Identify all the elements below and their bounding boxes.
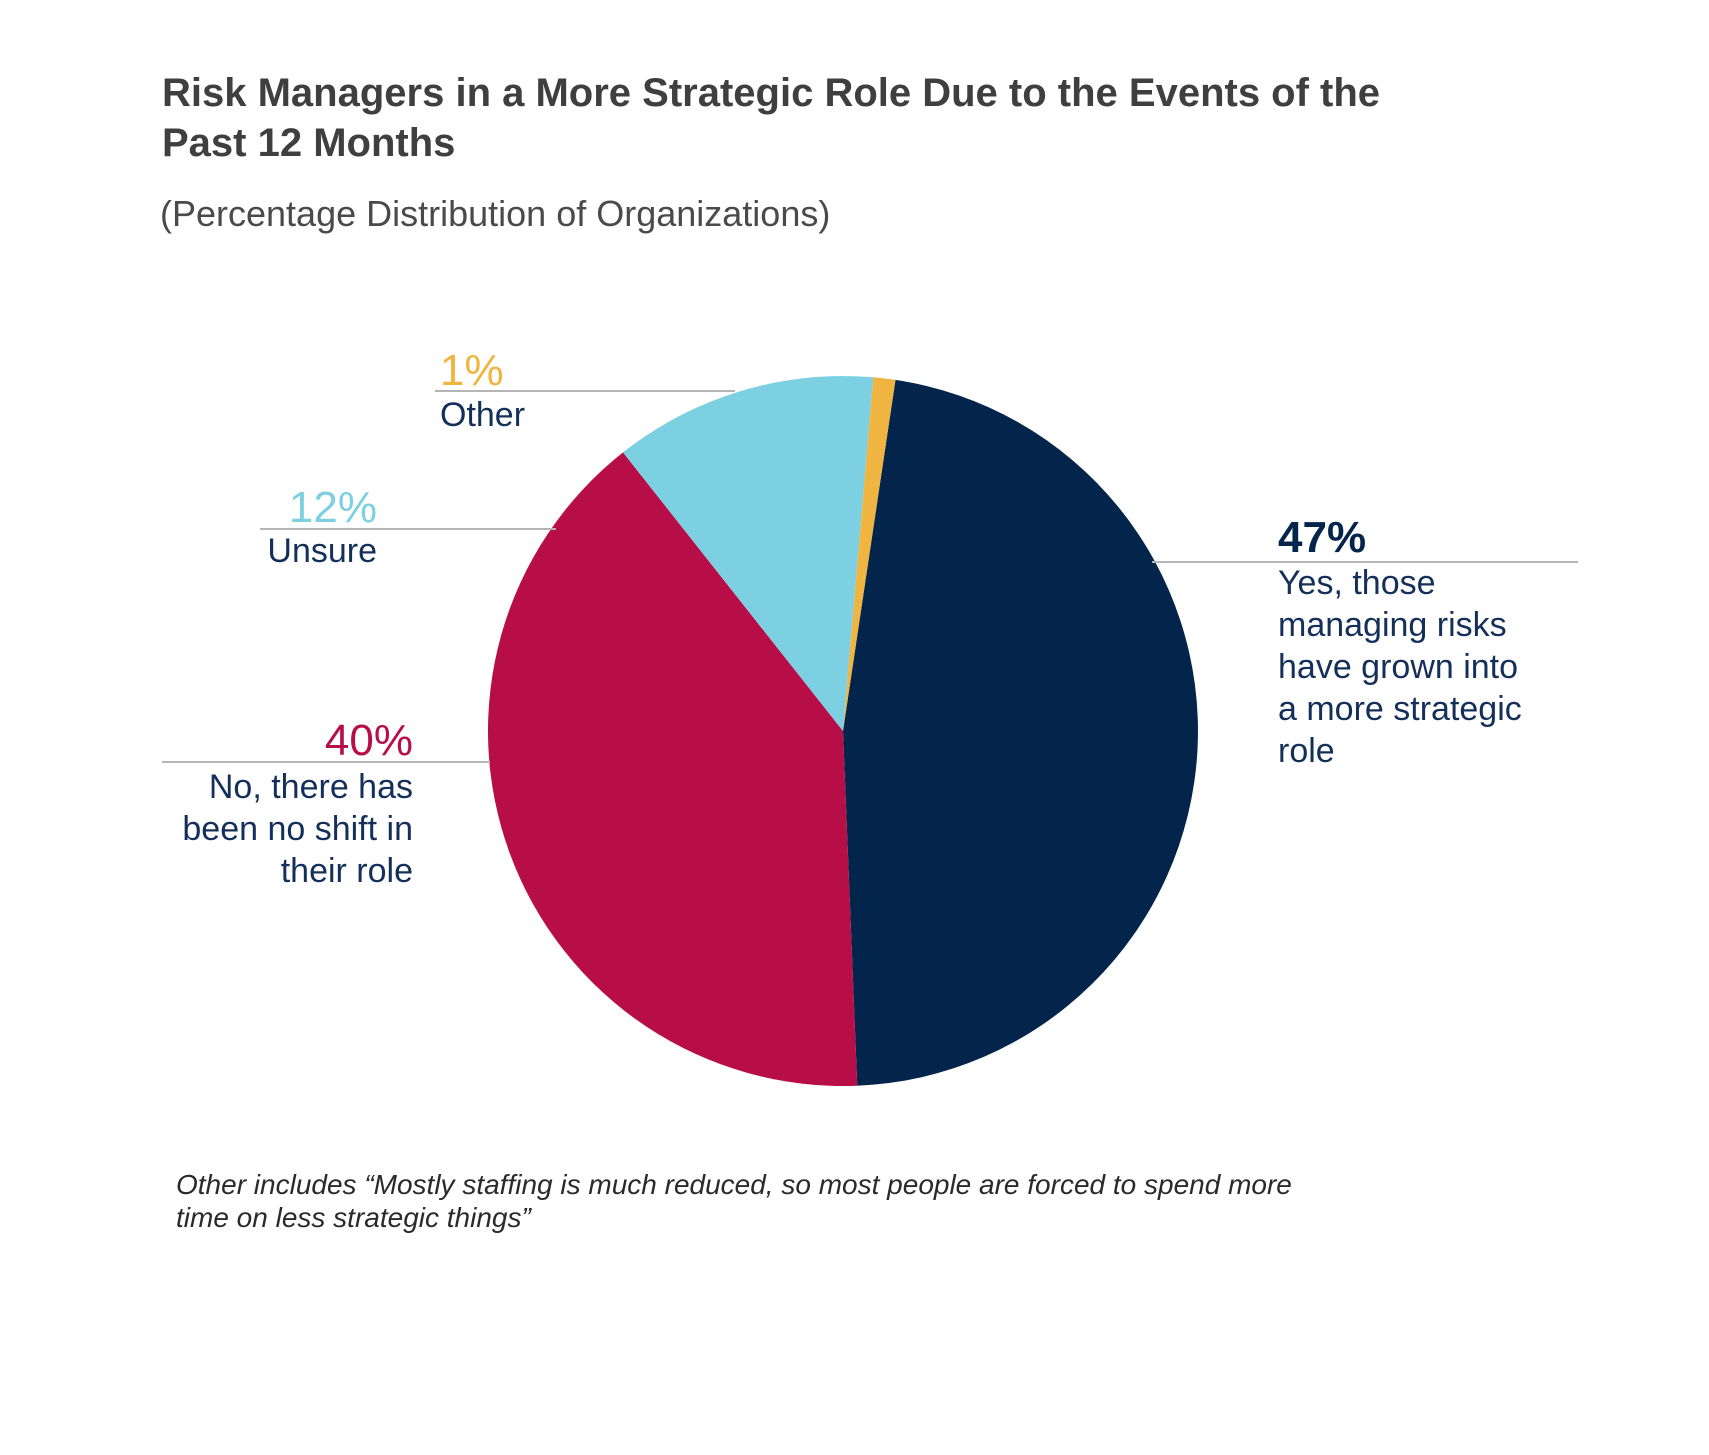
chart-title-line-1: Risk Managers in a More Strategic Role D…	[162, 71, 1380, 115]
slice-category-label-no-there-has-line-1: No, there has	[209, 768, 413, 806]
chart-title-line-2: Past 12 Months	[162, 121, 455, 165]
chart-subtitle: (Percentage Distribution of Organization…	[160, 193, 830, 234]
slice-percent-label-yes-those: 47%	[1278, 513, 1366, 562]
slice-category-label-yes-those-line-4: a more strategic	[1278, 690, 1522, 728]
slice-category-label-no-there-has-line-3: their role	[281, 852, 413, 890]
slice-category-label-other-line-1: Other	[440, 396, 525, 434]
slice-category-label-unsure-line-1: Unsure	[267, 532, 377, 570]
pie-slices	[488, 376, 1198, 1086]
slice-category-label-no-there-has-line-2: been no shift in	[182, 810, 413, 848]
pie-slice-other	[843, 377, 896, 731]
pie-slice-yes-those	[843, 379, 1198, 1086]
slice-percent-label-unsure: 12%	[289, 483, 377, 532]
slice-category-label-yes-those-line-3: have grown into	[1278, 648, 1518, 686]
pie-slice-no-there-has	[488, 452, 858, 1086]
slice-percent-label-no-there-has: 40%	[325, 716, 413, 765]
footnote-line-2: time on less strategic things”	[176, 1202, 532, 1233]
pie-slice-unsure	[622, 376, 874, 731]
slice-category-label-yes-those-line-2: managing risks	[1278, 606, 1507, 644]
footnote-line-1: Other includes “Mostly staffing is much …	[176, 1169, 1292, 1200]
slice-labels: 47%Yes, those managing risks have grown in…	[162, 346, 1578, 890]
slice-category-label-yes-those-line-5: role	[1278, 732, 1335, 770]
slice-percent-label-other: 1%	[440, 346, 504, 395]
slice-category-label-yes-those-line-1: Yes, those	[1278, 564, 1436, 602]
